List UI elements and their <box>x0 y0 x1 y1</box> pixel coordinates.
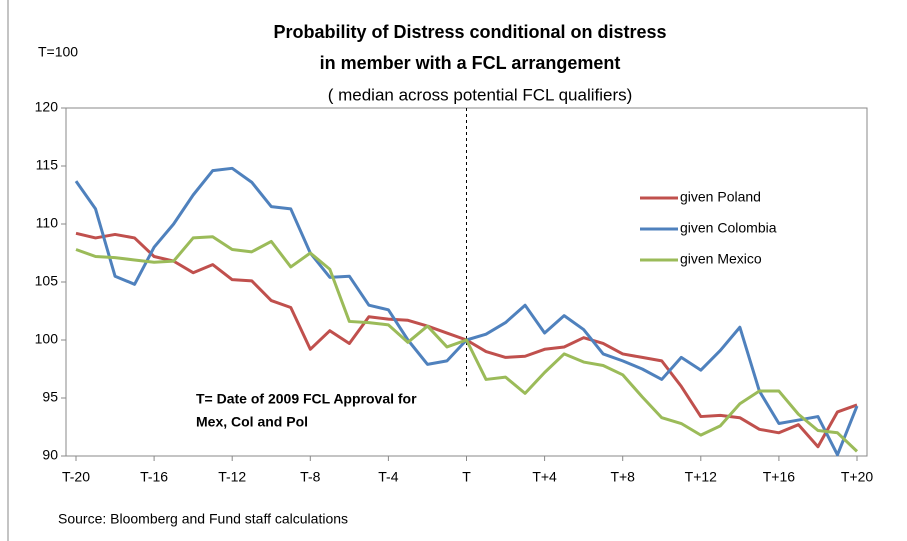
legend-label: given Mexico <box>680 251 762 267</box>
y-tick-label: 90 <box>42 447 58 463</box>
chart-title: in member with a FCL arrangement <box>320 53 621 73</box>
x-tick-label: T+4 <box>532 469 557 485</box>
y-tick-label: 110 <box>36 215 59 231</box>
x-tick-label: T+20 <box>841 469 874 485</box>
x-tick-label: T <box>462 469 471 485</box>
chart-subtitle: ( median across potential FCL qualifiers… <box>328 85 633 104</box>
x-tick-label: T-20 <box>62 469 90 485</box>
y-tick-label: 100 <box>35 331 59 347</box>
series-line <box>75 235 859 453</box>
x-tick-label: T-16 <box>140 469 168 485</box>
x-tick-label: T+16 <box>763 469 796 485</box>
y-tick-label: 105 <box>35 273 59 289</box>
annotation: Mex, Col and Pol <box>196 414 308 430</box>
x-tick-label: T-8 <box>300 469 320 485</box>
legend-label: given Poland <box>680 189 761 205</box>
y-tick-label: 115 <box>36 157 59 173</box>
chart-title: Probability of Distress conditional on d… <box>273 22 666 42</box>
y-tick-label: 120 <box>35 99 59 115</box>
x-tick-label: T-12 <box>218 469 246 485</box>
x-tick-label: T-4 <box>378 469 398 485</box>
y-axis-label: T=100 <box>38 44 78 60</box>
annotation: T= Date of 2009 FCL Approval for <box>196 391 417 407</box>
x-tick-label: T+12 <box>685 469 718 485</box>
legend-label: given Colombia <box>680 220 777 236</box>
x-tick-label: T+8 <box>610 469 635 485</box>
source-note: Source: Bloomberg and Fund staff calcula… <box>58 511 348 527</box>
y-tick-label: 95 <box>42 389 58 405</box>
